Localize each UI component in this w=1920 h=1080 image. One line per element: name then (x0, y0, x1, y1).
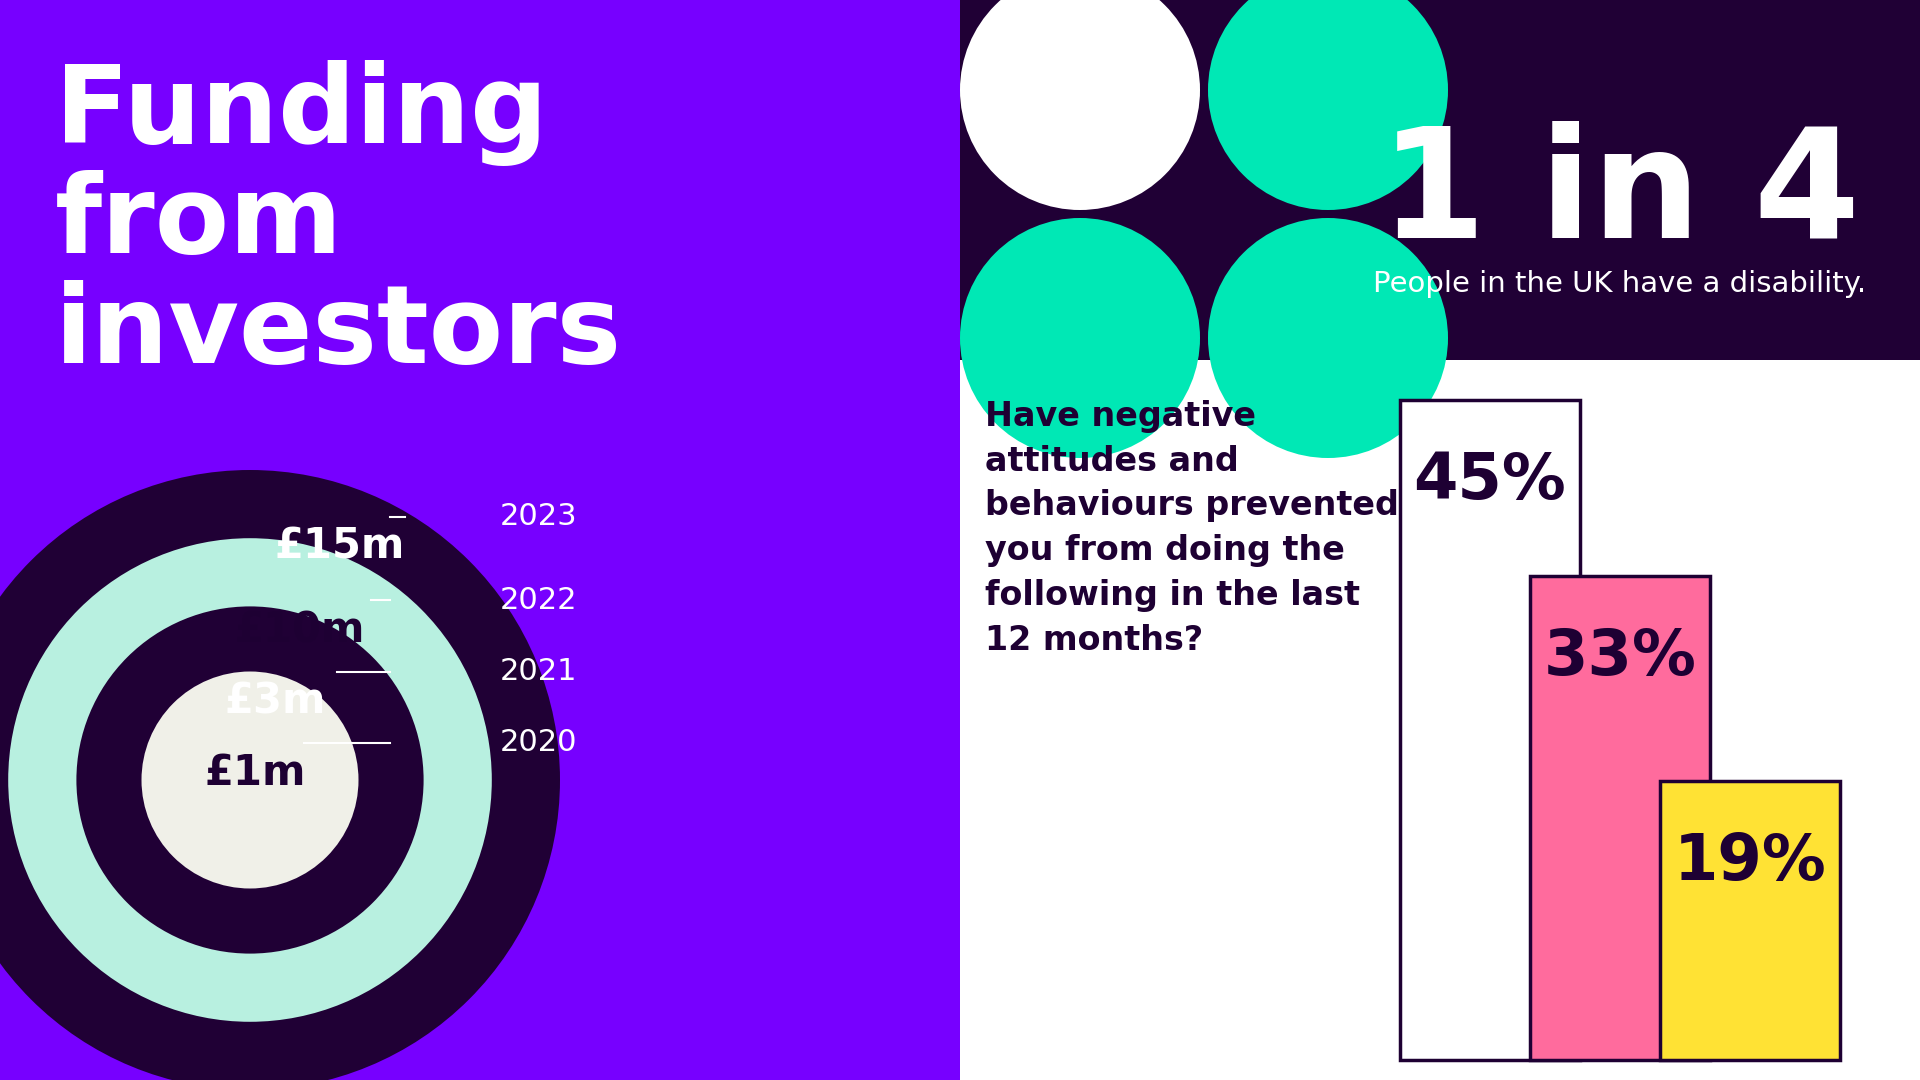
Text: £3m: £3m (225, 680, 326, 723)
Circle shape (8, 538, 492, 1022)
Circle shape (77, 606, 424, 954)
FancyBboxPatch shape (1400, 400, 1580, 1059)
Circle shape (960, 218, 1200, 458)
Text: £1m: £1m (204, 752, 305, 794)
Text: 2021: 2021 (499, 657, 578, 686)
Text: People in the UK have a disability.: People in the UK have a disability. (1373, 270, 1866, 298)
Circle shape (1208, 218, 1448, 458)
Circle shape (960, 0, 1200, 210)
Bar (0, 0, 960, 1080)
Text: 1 in 4: 1 in 4 (1380, 120, 1860, 269)
Text: 19%: 19% (1674, 832, 1826, 893)
Text: 2020: 2020 (499, 728, 578, 757)
Bar (960, 0, 1920, 360)
Circle shape (142, 672, 359, 889)
Circle shape (1208, 0, 1448, 210)
Text: £15m: £15m (275, 526, 405, 567)
Text: 2023: 2023 (499, 502, 578, 531)
Text: 33%: 33% (1544, 626, 1697, 688)
FancyBboxPatch shape (1661, 781, 1839, 1059)
Text: 45%: 45% (1413, 450, 1567, 512)
FancyBboxPatch shape (1530, 576, 1711, 1059)
Text: Funding
from
investors: Funding from investors (56, 60, 622, 387)
Circle shape (0, 470, 561, 1080)
Bar (960, 360, 1920, 1080)
Text: Have negative
attitudes and
behaviours prevented
you from doing the
following in: Have negative attitudes and behaviours p… (985, 400, 1400, 657)
Text: 2022: 2022 (499, 585, 578, 615)
Text: £10m: £10m (234, 609, 365, 651)
